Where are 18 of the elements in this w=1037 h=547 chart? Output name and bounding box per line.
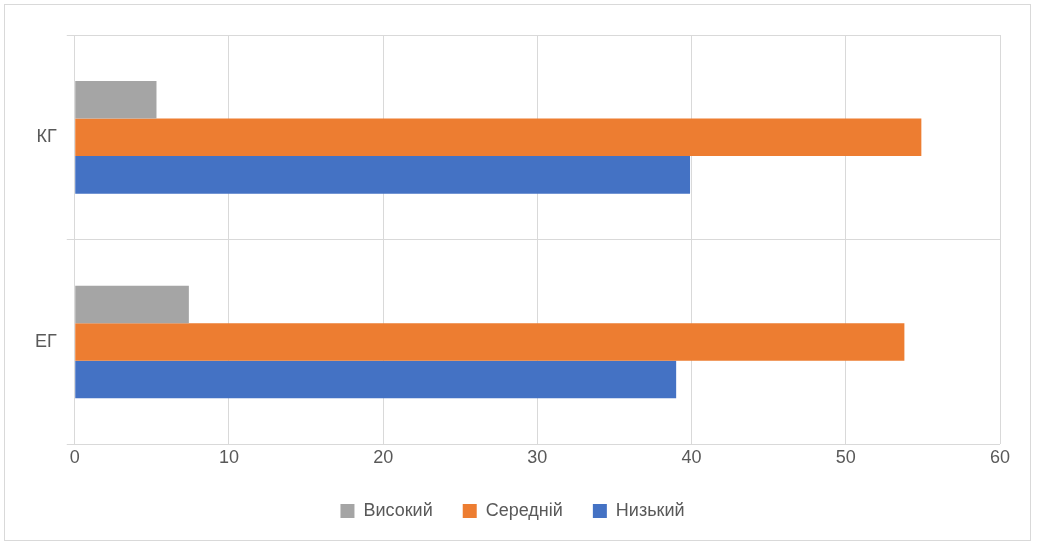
y-tick-label: ЕГ <box>34 331 57 352</box>
x-tick-label: 50 <box>835 447 856 468</box>
bar <box>75 360 677 399</box>
legend-label: Високий <box>363 499 433 520</box>
x-tick-label: 30 <box>527 447 548 468</box>
bar <box>75 118 922 157</box>
y-tick-label: КГ <box>36 126 57 147</box>
bar <box>75 81 157 119</box>
x-tick-label: 40 <box>681 447 702 468</box>
bar <box>75 156 691 194</box>
bar <box>75 285 189 324</box>
bar <box>75 323 905 361</box>
legend-label: Низький <box>615 499 685 520</box>
x-tick-label: 60 <box>989 447 1011 468</box>
legend-label: Середній <box>485 499 563 520</box>
x-tick-label: 20 <box>373 447 394 468</box>
x-tick-label: 10 <box>218 447 239 468</box>
x-tick-label: 0 <box>69 447 80 468</box>
